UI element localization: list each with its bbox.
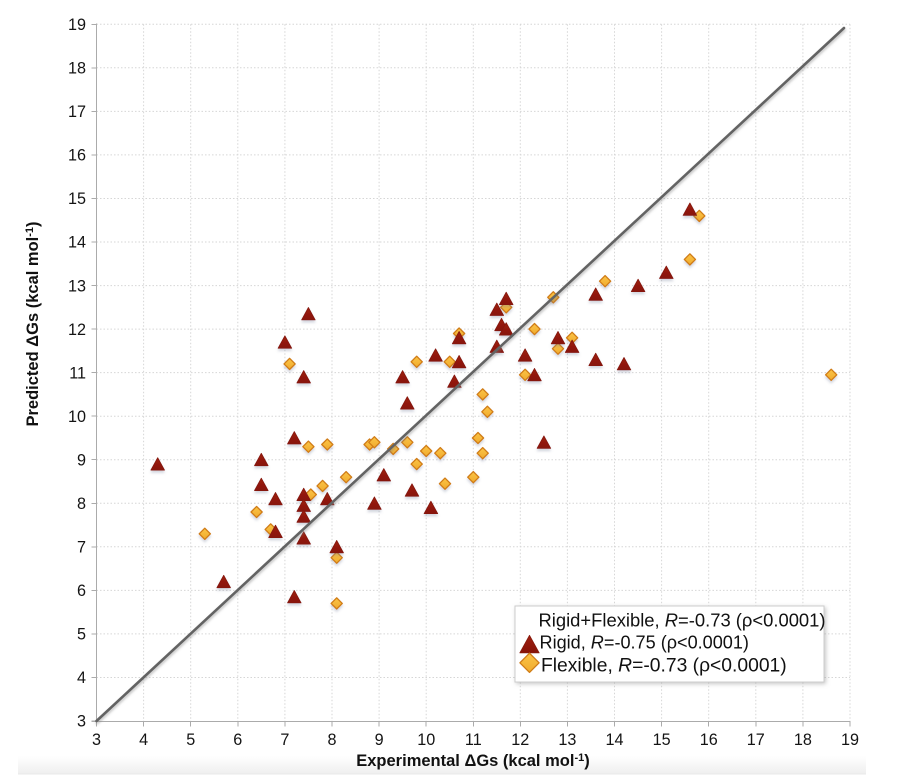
svg-text:Rigid+Flexible, R=-0.73 (ρ<0.0: Rigid+Flexible, R=-0.73 (ρ<0.0001)	[539, 609, 826, 630]
svg-text:18: 18	[68, 60, 86, 78]
svg-text:10: 10	[417, 731, 435, 749]
svg-text:10: 10	[68, 408, 86, 426]
svg-text:Flexible, R=-0.73 (ρ<0.0001): Flexible, R=-0.73 (ρ<0.0001)	[541, 656, 787, 677]
svg-text:13: 13	[558, 731, 576, 749]
svg-text:5: 5	[186, 731, 195, 749]
svg-text:Experimental ΔGs (kcal mol-1): Experimental ΔGs (kcal mol-1)	[356, 752, 589, 770]
svg-text:5: 5	[77, 626, 86, 644]
svg-text:7: 7	[77, 539, 86, 557]
svg-text:9: 9	[375, 731, 384, 749]
svg-text:15: 15	[68, 190, 86, 208]
svg-text:Predicted ΔGs (kcal mol-1): Predicted ΔGs (kcal mol-1)	[24, 221, 42, 426]
svg-text:Rigid, R=-0.75 (ρ<0.0001): Rigid, R=-0.75 (ρ<0.0001)	[540, 632, 749, 652]
svg-text:4: 4	[77, 669, 86, 687]
svg-text:8: 8	[77, 495, 86, 513]
svg-text:4: 4	[139, 731, 148, 749]
svg-text:11: 11	[465, 731, 482, 749]
svg-text:18: 18	[794, 731, 812, 749]
svg-text:6: 6	[77, 582, 86, 600]
svg-text:19: 19	[841, 731, 859, 749]
svg-text:9: 9	[77, 451, 86, 469]
svg-text:13: 13	[68, 277, 86, 295]
svg-text:17: 17	[68, 103, 86, 121]
svg-text:12: 12	[511, 731, 529, 749]
svg-text:8: 8	[327, 731, 336, 749]
svg-text:3: 3	[92, 731, 101, 749]
svg-text:3: 3	[77, 713, 86, 731]
svg-text:6: 6	[233, 731, 242, 749]
svg-text:16: 16	[68, 147, 86, 165]
svg-text:7: 7	[280, 731, 289, 749]
svg-text:15: 15	[653, 731, 671, 749]
svg-text:14: 14	[68, 234, 86, 252]
svg-text:16: 16	[700, 731, 718, 749]
svg-text:17: 17	[747, 731, 765, 749]
svg-text:14: 14	[605, 731, 623, 749]
svg-text:12: 12	[68, 321, 86, 339]
svg-text:19: 19	[68, 16, 86, 34]
svg-text:11: 11	[69, 364, 86, 382]
